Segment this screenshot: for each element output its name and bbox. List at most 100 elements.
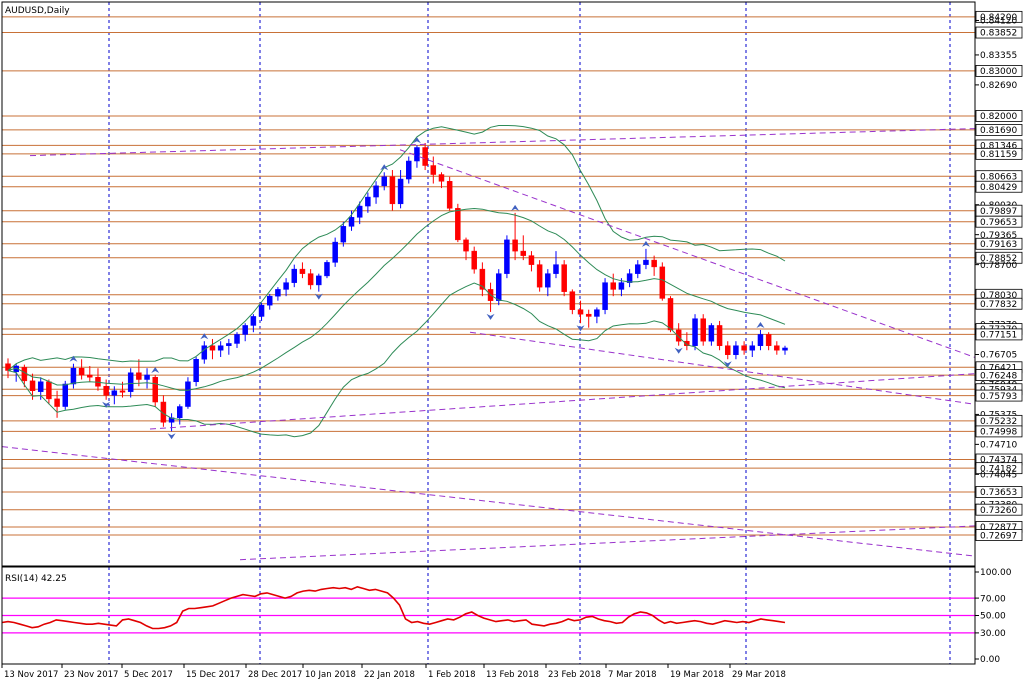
main-plot-frame [1,1,976,567]
price-axis-label: 0.79653 [980,218,1017,228]
trendline [29,128,976,157]
price-label-box [975,124,1023,136]
bullish-candle [340,226,347,243]
main-price-plot[interactable] [1,2,976,566]
price-label-box [975,297,1023,310]
bullish-candle [250,316,257,326]
bearish-candle [29,380,36,392]
date-axis-label: 10 Jan 2018 [305,670,356,680]
date-axis-label: 13 Feb 2018 [486,670,539,680]
price-label-box [975,486,1023,498]
trendline [149,373,976,430]
price-axis-label: 0.74045 [980,471,1017,481]
date-axis-label: 13 Nov 2017 [4,670,58,680]
date-axis-label: 23 Feb 2018 [548,670,601,680]
rsi-label: RSI(14) 42.25 [5,574,67,584]
rsi-subplot[interactable] [1,567,975,664]
price-axis-label: 0.77832 [980,300,1017,310]
bearish-candle [724,345,731,355]
price-axis-label: 0.83000 [980,67,1017,77]
rsi-axis-label: 70.00 [980,594,1006,604]
price-label-box [975,389,1023,402]
price-axis-label: 0.73653 [980,488,1017,498]
fractal-up-arrow [151,366,160,373]
bullish-candle [37,381,44,392]
fractal-down-arrow [576,325,585,332]
fractal-up-arrow [200,333,209,340]
trendline [469,331,976,405]
bearish-candle [299,268,306,274]
price-axis-label: 0.79897 [980,207,1017,217]
price-axis-label: 0.76248 [980,371,1017,381]
fractal-up-arrow [641,240,650,247]
bearish-candle [152,376,158,403]
rsi-axis-label: 100.00 [980,568,1012,578]
bullish-candle [594,309,600,317]
bearish-candle [528,255,535,265]
date-axis-label: 1 Feb 2018 [428,670,476,680]
bearish-candle [422,147,428,166]
bullish-candle [365,196,371,207]
chart-title: AUDUSD,Daily [5,6,70,16]
price-label-box [975,237,1023,250]
bullish-candle [692,318,698,346]
price-label-box [975,503,1023,516]
price-label-box [975,147,1023,160]
bullish-candle [381,176,387,187]
bullish-candle [643,259,649,265]
bullish-candle [111,390,118,396]
bearish-candle [610,282,616,290]
price-label-box [975,328,1023,341]
bullish-candle [356,205,363,218]
trendline [239,525,976,561]
price-label-box [975,10,1023,23]
price-axis-label: 0.83852 [980,29,1017,39]
bearish-candle [389,176,396,205]
bearish-candle [78,367,85,376]
bullish-candle [553,264,559,274]
bollinger-lower-band [7,282,786,438]
fractal-up-arrow [69,355,78,362]
bullish-candle [635,264,641,274]
bearish-candle [536,264,543,288]
bearish-candle [675,329,682,342]
bullish-candle [283,282,289,290]
rsi-line [1,585,786,630]
price-axis-label: 0.84200 [980,13,1017,23]
bullish-candle [626,273,633,283]
bullish-candle [782,347,788,351]
price-axis-label: 0.84120 [980,17,1017,27]
bullish-candle [495,273,502,301]
bearish-candle [561,264,567,292]
bearish-candle [455,208,461,241]
bearish-candle [87,374,93,378]
bearish-candle [430,165,437,175]
price-label-box [975,462,1023,475]
bullish-candle [618,282,625,290]
bullish-candle [234,334,240,344]
bullish-candle [193,358,199,383]
bullish-candle [414,147,420,162]
bullish-candle [70,367,77,385]
date-axis-label: 15 Dec 2017 [186,670,240,680]
fractal-down-arrow [102,401,111,408]
bullish-candle [332,241,338,263]
price-axis-label: 0.81346 [980,142,1017,152]
rsi-axis-label: 50.00 [980,612,1006,622]
bearish-candle [438,174,445,182]
price-axis-label: 0.79163 [980,240,1017,250]
price-axis-label: 0.80663 [980,172,1017,182]
date-axis-label: 7 Mar 2018 [608,670,656,680]
bearish-candle [774,345,780,351]
bullish-candle [144,374,150,380]
price-axis-label: 0.73260 [980,506,1017,516]
bearish-candle [307,273,314,286]
price-axis-label: 0.81690 [980,126,1017,136]
bearish-candle [21,367,28,382]
bullish-candle [275,289,281,297]
bearish-candle [520,250,527,256]
bullish-candle [127,372,134,392]
bearish-candle [160,401,167,423]
price-axis-label: 0.79365 [980,231,1017,241]
